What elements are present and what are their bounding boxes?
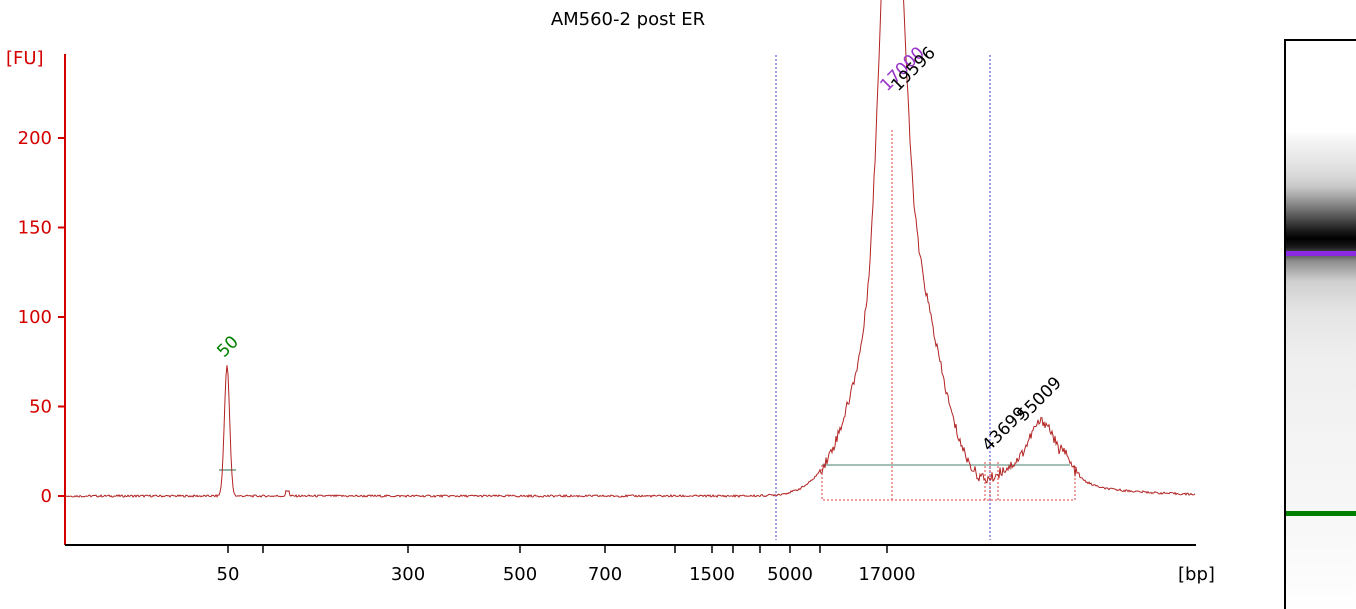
integration-region <box>821 465 1076 501</box>
gel-upper-marker-band <box>1286 251 1356 256</box>
x-tick-label: 1500 <box>689 564 735 585</box>
x-tick-label: 500 <box>503 564 537 585</box>
peak-label-55009: 55009 <box>1013 373 1065 425</box>
y-ticks: 0 50 100 150 200 <box>18 128 65 507</box>
x-axis-label: [bp] <box>1178 564 1215 585</box>
x-tick-label: 700 <box>588 564 622 585</box>
y-axis-label: [FU] <box>6 48 44 69</box>
y-tick-label: 0 <box>41 486 52 507</box>
gel-lower-marker-band <box>1286 511 1356 516</box>
y-tick-label: 200 <box>18 128 52 149</box>
peak-label-50: 50 <box>213 332 242 361</box>
y-tick-label: 100 <box>18 307 52 328</box>
x-tick-label: 300 <box>391 564 425 585</box>
y-tick-label: 50 <box>29 397 52 418</box>
x-tick-label: 50 <box>217 564 240 585</box>
fluorescence-trace <box>65 0 1196 499</box>
chart-title: AM560-2 post ER <box>551 9 705 30</box>
gel-smear <box>1286 131 1356 609</box>
x-tick-label: 5000 <box>767 564 813 585</box>
x-ticks: 50 300 500 700 1500 5000 17000 <box>217 545 916 585</box>
gel-lane <box>1284 39 1356 609</box>
y-tick-label: 150 <box>18 218 52 239</box>
x-tick-label: 17000 <box>858 564 915 585</box>
